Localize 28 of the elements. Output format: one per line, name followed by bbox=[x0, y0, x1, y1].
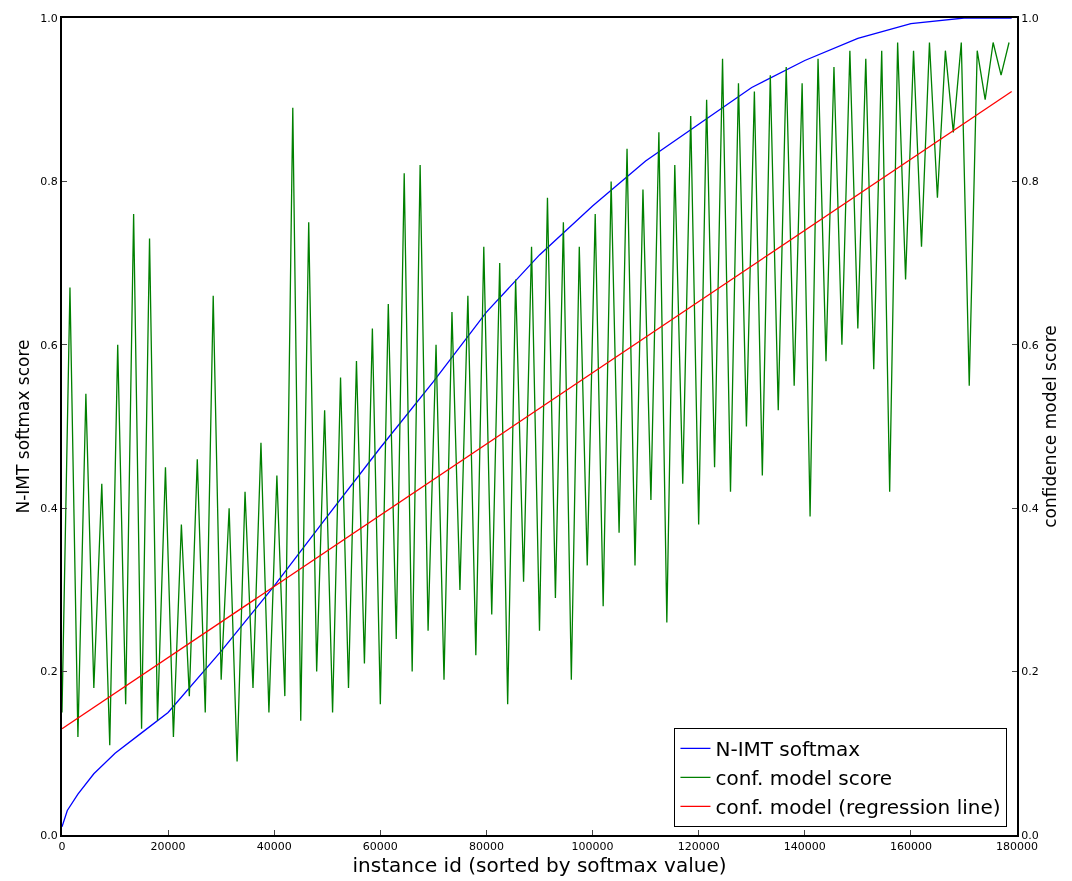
legend-label: conf. model (regression line) bbox=[715, 795, 1001, 820]
y-tick-label: 0.2 bbox=[40, 665, 58, 679]
y-tick-label: 0.0 bbox=[40, 828, 58, 842]
x-tick-label: 80000 bbox=[468, 840, 504, 854]
y-axis-title: N-IMT softmax score bbox=[13, 339, 34, 514]
x-axis-title: instance id (sorted by softmax value) bbox=[352, 853, 727, 878]
x-tick-label: 40000 bbox=[256, 840, 292, 854]
y-tick-label: 0.4 bbox=[40, 502, 58, 516]
x-tick-label: 120000 bbox=[677, 840, 720, 854]
y2-tick-label: 0.8 bbox=[1021, 175, 1039, 189]
y2-tick-label: 0.4 bbox=[1021, 502, 1039, 516]
x-tick-label: 160000 bbox=[889, 840, 932, 854]
y2-tick-label: 1.0 bbox=[1021, 11, 1039, 25]
x-tick-label: 20000 bbox=[150, 840, 186, 854]
x-tick-label: 140000 bbox=[783, 840, 826, 854]
y-tick-label: 0.8 bbox=[40, 175, 58, 189]
x-tick-label: 60000 bbox=[362, 840, 398, 854]
x-tick-label: 180000 bbox=[996, 840, 1038, 854]
x-tick-label: 100000 bbox=[571, 840, 614, 854]
legend-label: N-IMT softmax bbox=[715, 737, 861, 762]
legend-label: conf. model score bbox=[715, 766, 893, 791]
y2-tick-label: 0.2 bbox=[1021, 665, 1039, 679]
y-tick-label: 1.0 bbox=[40, 11, 58, 25]
x-tick-label: 0 bbox=[58, 840, 66, 854]
y2-tick-label: 0.0 bbox=[1021, 828, 1039, 842]
y2-axis-title: confidence model score bbox=[1039, 325, 1060, 528]
y2-tick-label: 0.6 bbox=[1021, 338, 1039, 352]
y-tick-label: 0.6 bbox=[40, 338, 58, 352]
